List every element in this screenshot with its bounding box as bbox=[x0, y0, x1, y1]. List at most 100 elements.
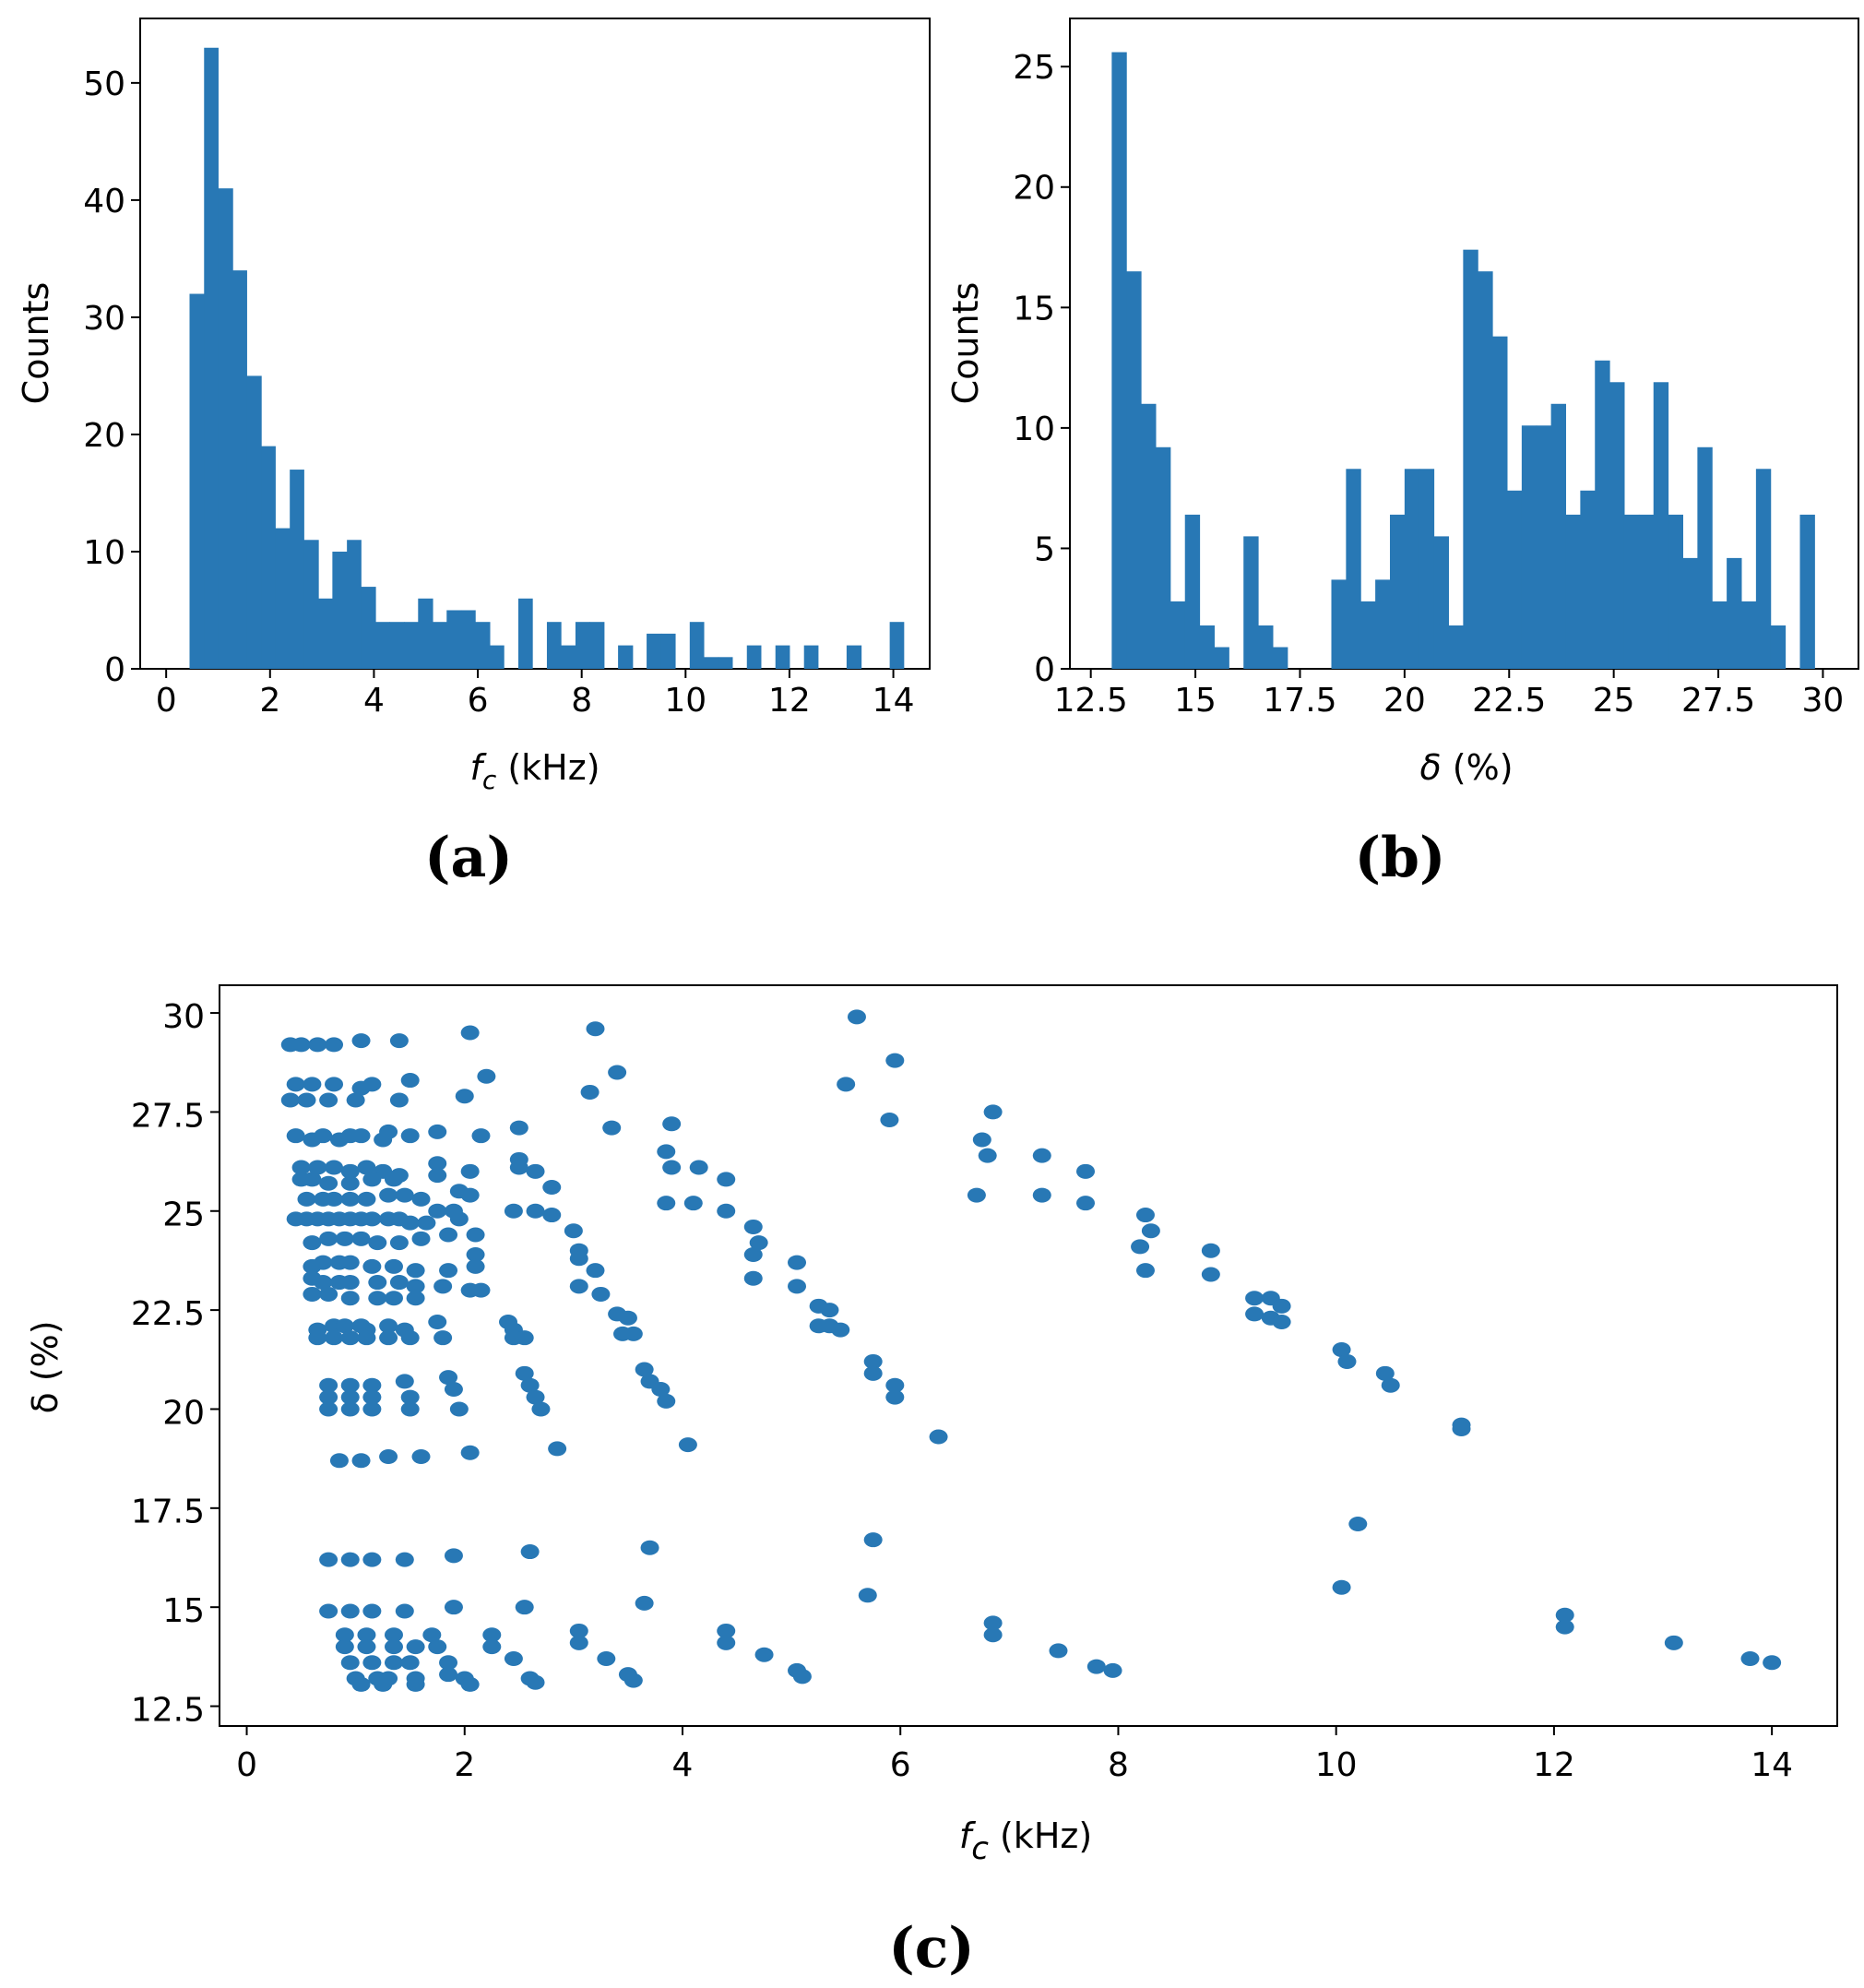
scatter-point bbox=[335, 1639, 354, 1655]
hist-b-bar bbox=[1360, 601, 1376, 669]
scatter-point bbox=[406, 1639, 425, 1655]
scatter-y-tick-label: 22.5 bbox=[131, 1295, 205, 1333]
hist-a-bar bbox=[347, 540, 362, 669]
scatter-point bbox=[972, 1132, 991, 1148]
scatter-point bbox=[792, 1669, 812, 1684]
scatter-point bbox=[395, 1552, 414, 1567]
scatter-point bbox=[319, 1092, 338, 1108]
panel-label-c: (c) bbox=[888, 1916, 974, 1981]
scatter-point bbox=[482, 1639, 502, 1655]
scatter-point bbox=[460, 1163, 480, 1179]
scatter-point bbox=[286, 1128, 305, 1144]
scatter-point bbox=[509, 1160, 528, 1175]
hist-a-bar bbox=[389, 622, 405, 669]
scatter-point bbox=[569, 1623, 588, 1638]
panel-label-b: (b) bbox=[1355, 826, 1446, 890]
scatter-point bbox=[340, 1275, 360, 1291]
x-label-symbol-b: δ bbox=[1419, 747, 1441, 788]
hist-b-bar bbox=[1141, 403, 1157, 669]
scatter-point bbox=[319, 1286, 338, 1302]
scatter-point bbox=[1141, 1223, 1160, 1239]
hist-b-bar bbox=[1258, 625, 1274, 669]
scatter-point bbox=[362, 1552, 382, 1567]
hist-a-bar bbox=[303, 540, 319, 669]
hist-b-bar bbox=[1243, 536, 1259, 669]
y-ticks-b: 0 5 10 15 20 25 bbox=[1013, 49, 1070, 689]
scatter-point bbox=[314, 1275, 333, 1291]
x-label-subscript-a: c bbox=[482, 765, 497, 795]
scatter-point bbox=[471, 1128, 491, 1144]
hist-a-x-tick-label: 6 bbox=[468, 682, 489, 720]
scatter-point bbox=[678, 1437, 697, 1453]
scatter-point bbox=[591, 1286, 611, 1302]
hist-b-bar bbox=[1375, 579, 1391, 669]
y-axis-label-b: Counts bbox=[945, 282, 986, 405]
hist-b-bar bbox=[1214, 647, 1229, 669]
y-ticks-a: 0 10 20 30 40 50 bbox=[83, 65, 140, 689]
scatter-point bbox=[340, 1191, 360, 1207]
scatter-point bbox=[509, 1120, 528, 1136]
scatter-point bbox=[319, 1389, 338, 1405]
scatter-point bbox=[569, 1635, 588, 1650]
scatter-point bbox=[340, 1255, 360, 1270]
scatter-point bbox=[433, 1279, 453, 1294]
scatter-point bbox=[291, 1160, 311, 1175]
scatter-point bbox=[1337, 1353, 1357, 1369]
scatter-point bbox=[1086, 1659, 1106, 1674]
points-c bbox=[280, 1009, 1782, 1692]
hist-b-bar bbox=[1580, 490, 1596, 669]
scatter-point bbox=[640, 1540, 659, 1555]
scatter-point bbox=[449, 1401, 469, 1417]
hist-a-x-tick-label: 14 bbox=[873, 682, 915, 720]
scatter-point bbox=[303, 1235, 322, 1251]
scatter-point bbox=[1135, 1263, 1155, 1279]
scatter-point bbox=[400, 1655, 420, 1671]
scatter-point bbox=[743, 1247, 763, 1262]
hist-a-bar bbox=[261, 446, 276, 669]
scatter-point bbox=[837, 1077, 856, 1092]
scatter-point bbox=[983, 1615, 1003, 1631]
scatter-point bbox=[580, 1084, 600, 1100]
scatter-point bbox=[983, 1627, 1003, 1643]
scatter-point bbox=[885, 1377, 905, 1393]
hist-b-bar bbox=[1550, 403, 1566, 669]
hist-a-x-tick-label: 12 bbox=[768, 682, 811, 720]
x-ticks-a: 0 2 4 6 8 10 12 14 bbox=[156, 669, 915, 720]
scatter-point bbox=[411, 1449, 431, 1464]
y-axis-label-c: δ (%) bbox=[25, 1320, 65, 1413]
x-label-unit-b: (%) bbox=[1442, 747, 1514, 788]
hist-a-y-tick-label: 10 bbox=[83, 534, 125, 572]
hist-a-bar bbox=[618, 645, 634, 669]
scatter-point bbox=[389, 1275, 409, 1291]
scatter-point bbox=[400, 1389, 420, 1405]
scatter-point bbox=[635, 1362, 654, 1377]
hist-a-y-tick-label: 30 bbox=[83, 300, 125, 338]
hist-a-bar bbox=[232, 270, 247, 669]
scatter-point bbox=[428, 1315, 447, 1329]
hist-a-bar bbox=[446, 610, 462, 669]
scatter-point bbox=[1272, 1298, 1291, 1314]
scatter-point bbox=[1245, 1306, 1264, 1322]
scatter-point bbox=[1381, 1377, 1400, 1393]
scatter-point bbox=[1452, 1421, 1471, 1436]
scatter-y-tick-label: 20 bbox=[162, 1394, 205, 1432]
hist-a-x-tick-label: 2 bbox=[259, 682, 280, 720]
x-axis-label-a: fc (kHz) bbox=[469, 747, 600, 795]
scatter-point bbox=[329, 1453, 349, 1469]
scatter-point bbox=[717, 1623, 736, 1638]
scatter-point bbox=[379, 1318, 398, 1334]
hist-b-bar bbox=[1478, 271, 1493, 669]
hist-b-bar bbox=[1492, 336, 1508, 669]
scatter-point bbox=[291, 1037, 311, 1053]
scatter-x-tick-label: 8 bbox=[1108, 1746, 1129, 1784]
hist-b-bar bbox=[1740, 601, 1757, 669]
scatter-point bbox=[743, 1270, 763, 1286]
scatter-point bbox=[335, 1627, 354, 1643]
scatter-x-tick-label: 4 bbox=[672, 1746, 694, 1784]
scatter-point bbox=[515, 1365, 534, 1381]
hist-b-bar bbox=[1272, 647, 1288, 669]
scatter-point bbox=[460, 1187, 480, 1203]
hist-a-bar bbox=[803, 645, 819, 669]
hist-b-bar bbox=[1668, 514, 1683, 669]
scatter-point bbox=[406, 1279, 425, 1294]
